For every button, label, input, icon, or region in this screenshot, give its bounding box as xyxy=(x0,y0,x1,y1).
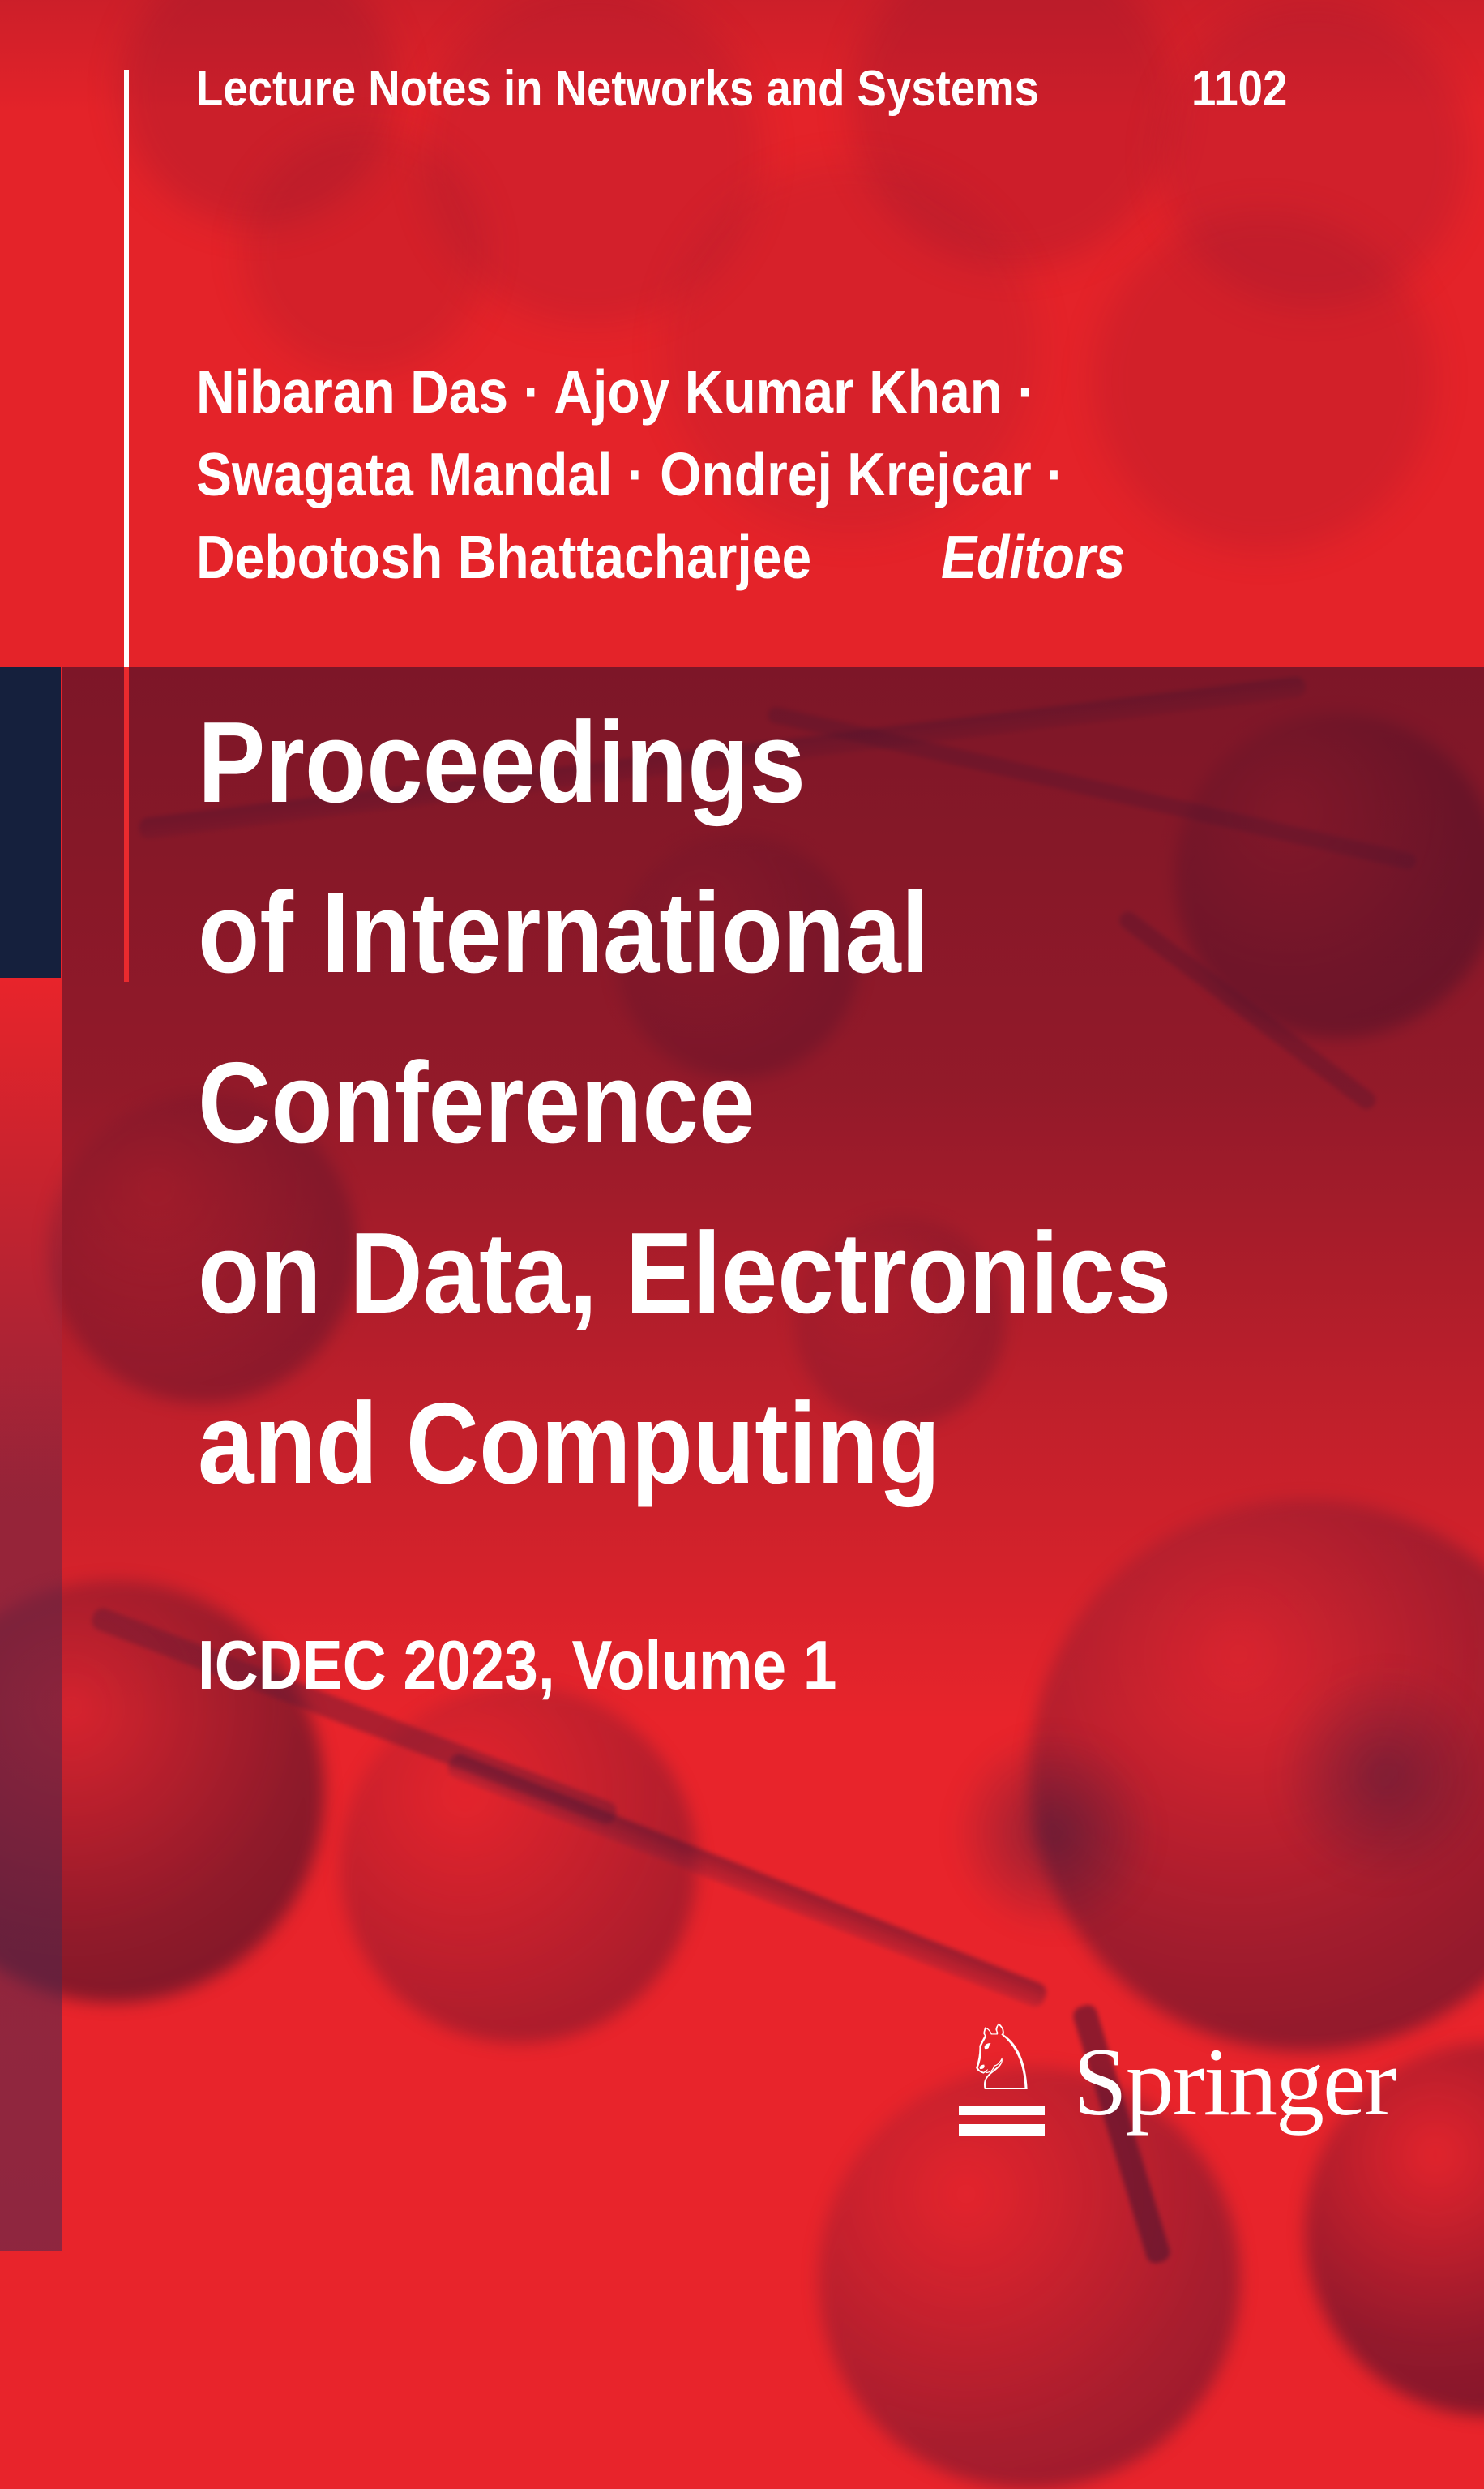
editors-line: Debotosh Bhattacharjee Editors xyxy=(196,516,1182,598)
title-line: Conference xyxy=(198,1018,1304,1189)
springer-horse-icon: ♘ xyxy=(955,2006,1049,2136)
ghost-sphere xyxy=(851,0,1175,268)
title-line: and Computing xyxy=(198,1359,1304,1529)
navy-accent-block xyxy=(0,667,61,978)
series-vertical-rule xyxy=(124,70,129,667)
title-line: of International xyxy=(198,848,1304,1018)
red-vertical-rule xyxy=(124,667,129,982)
series-volume-number: 1102 xyxy=(1191,61,1288,117)
title-line: Proceedings xyxy=(198,678,1304,848)
title-line: on Data, Electronics xyxy=(198,1189,1304,1359)
springer-logo: ♘ Springer xyxy=(955,2006,1396,2136)
title-line-5: and Computing xyxy=(198,1379,941,1508)
series-header: Lecture Notes in Networks and Systems 11… xyxy=(196,60,1300,118)
title-line-2: of International xyxy=(198,868,930,997)
book-subtitle: ICDEC 2023, Volume 1 xyxy=(198,1625,924,1707)
knight-horse-glyph: ♘ xyxy=(960,2006,1043,2111)
title-line-1: Proceedings xyxy=(198,698,806,827)
subtitle-text: ICDEC 2023, Volume 1 xyxy=(198,1627,837,1704)
ghost-sphere xyxy=(665,162,1037,535)
book-title: Proceedings of International Conference … xyxy=(198,678,1304,1529)
ghost-sphere xyxy=(122,0,397,227)
logo-bar-top xyxy=(959,2106,1045,2116)
editors-block: Nibaran Das · Ajoy Kumar Khan · Swagata … xyxy=(196,350,1182,598)
title-panel xyxy=(62,667,1484,1721)
series-title: Lecture Notes in Networks and Systems xyxy=(196,61,1040,117)
editors-line-2: Swagata Mandal · Ondrej Krejcar · xyxy=(196,440,1064,508)
ghost-sphere xyxy=(1159,0,1467,308)
ghost-sphere xyxy=(1094,211,1435,551)
ghost-sphere xyxy=(243,130,486,373)
logo-bar-bottom xyxy=(959,2124,1045,2136)
ghost-sphere xyxy=(421,0,762,324)
background-sphere xyxy=(340,1686,697,2043)
editors-line-1: Nibaran Das · Ajoy Kumar Khan · xyxy=(196,358,1036,426)
title-line-4: on Data, Electronics xyxy=(198,1209,1172,1338)
background-sphere-reflection xyxy=(956,1735,1151,1930)
springer-wordmark: Springer xyxy=(1073,2028,1396,2136)
editors-role-label: Editors xyxy=(940,523,1126,591)
top-band xyxy=(0,0,1484,667)
left-strip xyxy=(0,978,62,2251)
editors-line: Nibaran Das · Ajoy Kumar Khan · xyxy=(196,350,1182,433)
title-line-3: Conference xyxy=(198,1039,755,1167)
editors-line: Swagata Mandal · Ondrej Krejcar · xyxy=(196,433,1182,516)
editors-line-3-name: Debotosh Bhattacharjee xyxy=(196,523,812,591)
